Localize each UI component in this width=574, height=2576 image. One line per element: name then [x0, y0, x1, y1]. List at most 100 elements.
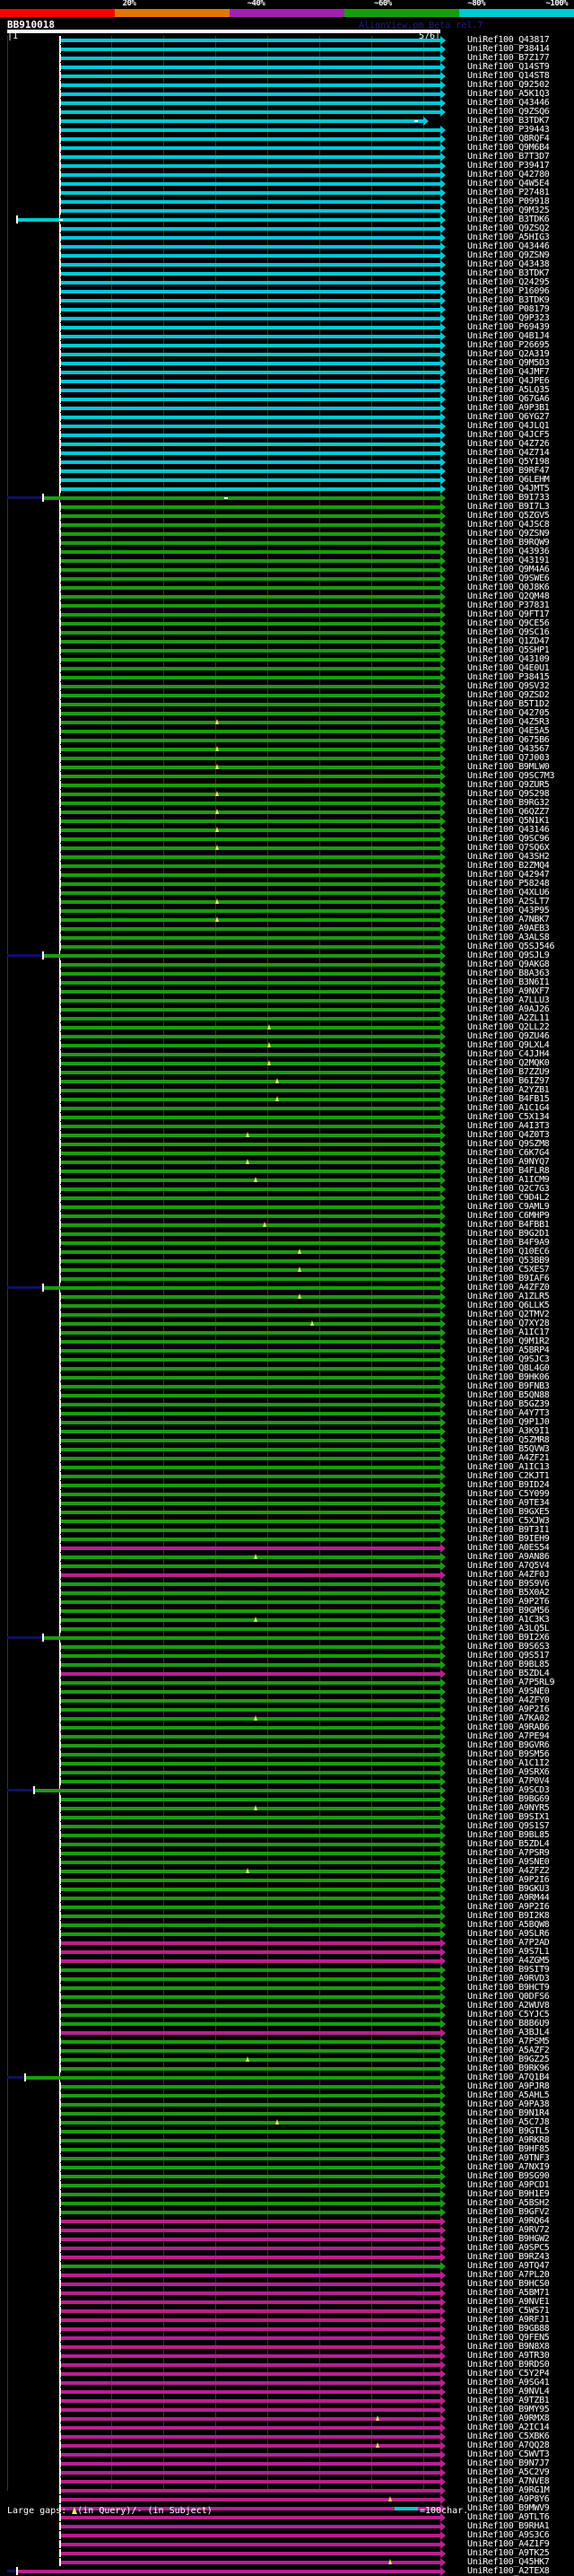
hit-label[interactable]: UniRef100_B5X0A2: [467, 1588, 550, 1598]
hit-label[interactable]: UniRef100_B9HGW2: [467, 2234, 550, 2244]
alignment-row[interactable]: UniRef100_A5LQ35: [0, 385, 574, 395]
hit-label[interactable]: UniRef100_Q4Z5R3: [467, 717, 550, 727]
alignment-row[interactable]: UniRef100_B9IEH9: [0, 1534, 574, 1544]
hit-label[interactable]: UniRef100_Q43446: [467, 98, 550, 108]
hit-label[interactable]: UniRef100_Q1ZD47: [467, 636, 550, 646]
hsp-bar[interactable]: [59, 1807, 440, 1810]
hsp-bar[interactable]: [59, 1098, 440, 1101]
alignment-row[interactable]: UniRef100_Q9ZSN9: [0, 250, 574, 260]
hit-label[interactable]: UniRef100_B9FNB3: [467, 1381, 550, 1391]
hsp-bar[interactable]: [59, 164, 440, 168]
hsp-bar[interactable]: [59, 613, 440, 617]
hit-label[interactable]: UniRef100_Q5SJ546: [467, 942, 555, 951]
hsp-bar[interactable]: [59, 595, 440, 599]
hit-label[interactable]: UniRef100_Q9ZSQ2: [467, 223, 550, 233]
hsp-bar[interactable]: [59, 864, 440, 868]
hsp-bar[interactable]: [59, 1116, 440, 1119]
hit-label[interactable]: UniRef100_B9RG32: [467, 798, 550, 808]
hit-label[interactable]: UniRef100_A9SPC5: [467, 2243, 550, 2253]
alignment-row[interactable]: UniRef100_P39417: [0, 161, 574, 171]
hsp-bar[interactable]: [59, 2022, 440, 2026]
hit-label[interactable]: UniRef100_A9TQ47: [467, 2261, 550, 2271]
hit-label[interactable]: UniRef100_Q43SH2: [467, 852, 550, 862]
alignment-row[interactable]: UniRef100_Q9ZSD2: [0, 690, 574, 700]
hsp-bar[interactable]: [59, 2534, 440, 2537]
hit-label[interactable]: UniRef100_A3BJL4: [467, 2028, 550, 2037]
hit-label[interactable]: UniRef100_A2WUV8: [467, 2001, 550, 2011]
alignment-row[interactable]: UniRef100_Q43446: [0, 98, 574, 108]
hsp-bar[interactable]: [59, 1762, 440, 1766]
alignment-row[interactable]: UniRef100_Q7J003: [0, 753, 574, 763]
hsp-bar[interactable]: [59, 2013, 440, 2017]
hsp-bar[interactable]: [59, 191, 440, 195]
alignment-row[interactable]: UniRef100_A4ZFZ0: [0, 1283, 574, 1292]
hsp-bar[interactable]: [59, 1466, 440, 1469]
hit-label[interactable]: UniRef100_B9S6S3: [467, 1642, 550, 1652]
hsp-bar[interactable]: [59, 766, 440, 769]
alignment-row[interactable]: UniRef100_C9D4L2: [0, 1193, 574, 1203]
hsp-bar[interactable]: [59, 2435, 440, 2439]
alignment-row[interactable]: UniRef100_B9FNB3: [0, 1381, 574, 1391]
hit-label[interactable]: UniRef100_Q14ST9: [467, 62, 550, 72]
hsp-bar[interactable]: [59, 685, 440, 688]
alignment-row[interactable]: UniRef100_Q43438: [0, 259, 574, 269]
alignment-row[interactable]: UniRef100_A5C2V9: [0, 2467, 574, 2477]
hsp-bar[interactable]: [59, 1717, 440, 1721]
hsp-bar[interactable]: [59, 1618, 440, 1622]
hit-label[interactable]: UniRef100_A9AEB3: [467, 924, 550, 933]
hit-label[interactable]: UniRef100_A9S7L1: [467, 1947, 550, 1957]
hsp-bar[interactable]: [59, 1986, 440, 1990]
alignment-row[interactable]: UniRef100_Q4E5A5: [0, 726, 574, 736]
hit-label[interactable]: UniRef100_C9D4L2: [467, 1193, 550, 1203]
alignment-row[interactable]: UniRef100_P26695: [0, 340, 574, 350]
hit-label[interactable]: UniRef100_Q43191: [467, 556, 550, 565]
alignment-row[interactable]: UniRef100_Q9FT17: [0, 609, 574, 619]
hsp-bar[interactable]: [59, 1529, 440, 1532]
hsp-bar[interactable]: [59, 936, 440, 940]
alignment-row[interactable]: UniRef100_Q4JLQ1: [0, 421, 574, 431]
alignment-row[interactable]: UniRef100_B9BL85: [0, 1830, 574, 1840]
hit-label[interactable]: UniRef100_A9PJR8: [467, 2081, 550, 2091]
hit-label[interactable]: UniRef100_A9NVL4: [467, 2387, 550, 2396]
hsp-bar[interactable]: [59, 1457, 440, 1460]
hit-label[interactable]: UniRef100_Q10EC6: [467, 1247, 550, 1257]
hsp-bar[interactable]: [59, 1870, 440, 1873]
alignment-row[interactable]: UniRef100_A2YZB1: [0, 1085, 574, 1095]
alignment-row[interactable]: UniRef100_A4I3T3: [0, 1121, 574, 1131]
hit-label[interactable]: UniRef100_A4ZF0J: [467, 1570, 550, 1580]
hit-label[interactable]: UniRef100_A9TE34: [467, 1498, 550, 1508]
hsp-bar[interactable]: [59, 1699, 440, 1703]
hsp-bar[interactable]: [59, 1879, 440, 1882]
alignment-row[interactable]: UniRef100_C5Y099: [0, 1489, 574, 1499]
hit-label[interactable]: UniRef100_C9AML9: [467, 1202, 550, 1212]
alignment-row[interactable]: UniRef100_Q9SWE6: [0, 574, 574, 583]
hsp-bar[interactable]: [59, 2220, 440, 2223]
hsp-bar[interactable]: [59, 972, 440, 976]
hit-label[interactable]: UniRef100_P37831: [467, 600, 550, 610]
hsp-bar[interactable]: [59, 748, 440, 751]
hsp-bar[interactable]: [59, 1026, 440, 1030]
alignment-row[interactable]: UniRef100_P08179: [0, 304, 574, 314]
hit-label[interactable]: UniRef100_B9I2K8: [467, 1911, 550, 1921]
hsp-bar[interactable]: [59, 2139, 440, 2142]
hsp-bar[interactable]: [59, 308, 440, 311]
hit-label[interactable]: UniRef100_Q2LL22: [467, 1022, 550, 1032]
hsp-bar[interactable]: [59, 631, 440, 635]
alignment-row[interactable]: UniRef100_A9AN86: [0, 1552, 574, 1562]
hsp-bar[interactable]: [59, 2498, 440, 2502]
alignment-row[interactable]: UniRef100_Q43567: [0, 744, 574, 754]
alignment-row[interactable]: UniRef100_B5X0A2: [0, 1588, 574, 1598]
hsp-bar[interactable]: [59, 1403, 440, 1406]
alignment-row[interactable]: UniRef100_Q9SC16: [0, 627, 574, 637]
alignment-row[interactable]: UniRef100_A9PCD1: [0, 2180, 574, 2190]
alignment-row[interactable]: UniRef100_Q2TMV2: [0, 1310, 574, 1319]
hsp-bar[interactable]: [59, 1977, 440, 1981]
hsp-bar[interactable]: [59, 2327, 440, 2331]
hit-label[interactable]: UniRef100_P58248: [467, 879, 550, 889]
alignment-row[interactable]: UniRef100_A9NYR5: [0, 1803, 574, 1813]
hsp-bar[interactable]: [59, 2184, 440, 2187]
hit-label[interactable]: UniRef100_Q9M1R2: [467, 1336, 550, 1346]
hit-label[interactable]: UniRef100_B7ZZU9: [467, 1067, 550, 1077]
alignment-row[interactable]: UniRef100_B9RZ43: [0, 2252, 574, 2262]
hit-label[interactable]: UniRef100_Q4JPE6: [467, 376, 550, 386]
